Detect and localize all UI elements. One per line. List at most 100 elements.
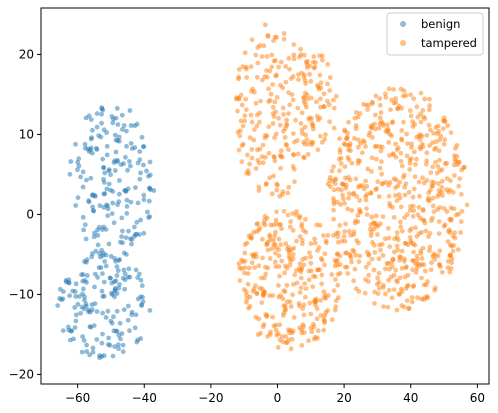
data-point-tampered — [291, 42, 296, 47]
data-point-tampered — [292, 315, 297, 320]
data-point-tampered — [453, 146, 458, 151]
data-point-tampered — [356, 241, 361, 246]
data-point-tampered — [276, 345, 281, 350]
data-point-tampered — [312, 325, 317, 330]
data-point-tampered — [437, 219, 442, 224]
data-point-tampered — [383, 95, 388, 100]
data-point-tampered — [290, 92, 295, 97]
data-point-benign — [117, 178, 122, 183]
data-point-tampered — [400, 249, 405, 254]
data-point-tampered — [330, 169, 335, 174]
data-point-tampered — [318, 73, 323, 78]
data-point-benign — [92, 285, 97, 290]
data-point-tampered — [257, 226, 262, 231]
data-point-tampered — [336, 240, 341, 245]
data-point-tampered — [347, 229, 352, 234]
data-point-tampered — [392, 287, 397, 292]
data-point-tampered — [314, 99, 319, 104]
data-point-tampered — [411, 195, 416, 200]
data-point-tampered — [302, 99, 307, 104]
data-point-tampered — [314, 297, 319, 302]
data-point-tampered — [259, 300, 264, 305]
data-point-tampered — [437, 158, 442, 163]
data-point-tampered — [299, 268, 304, 273]
x-tick-label: 60 — [470, 391, 485, 405]
data-point-tampered — [340, 181, 345, 186]
data-point-benign — [132, 123, 137, 128]
data-point-tampered — [425, 133, 430, 138]
data-point-benign — [120, 229, 125, 234]
data-point-tampered — [418, 137, 423, 142]
data-point-benign — [118, 321, 123, 326]
data-point-tampered — [261, 143, 266, 148]
data-point-tampered — [408, 208, 413, 213]
data-point-benign — [74, 319, 79, 324]
data-point-tampered — [331, 208, 336, 213]
points-layer — [55, 22, 469, 360]
data-point-tampered — [256, 317, 261, 322]
data-point-tampered — [390, 295, 395, 300]
data-point-benign — [124, 144, 129, 149]
data-point-tampered — [331, 217, 336, 222]
data-point-tampered — [426, 198, 431, 203]
data-point-tampered — [383, 292, 388, 297]
data-point-benign — [117, 192, 122, 197]
data-point-tampered — [409, 156, 414, 161]
data-point-tampered — [274, 209, 279, 214]
data-point-tampered — [282, 31, 287, 36]
data-point-tampered — [442, 137, 447, 142]
data-point-tampered — [460, 209, 465, 214]
data-point-tampered — [421, 208, 426, 213]
data-point-tampered — [255, 45, 260, 50]
data-point-benign — [115, 106, 120, 111]
data-point-tampered — [364, 103, 369, 108]
data-point-tampered — [403, 241, 408, 246]
data-point-tampered — [301, 263, 306, 268]
data-point-tampered — [269, 53, 274, 58]
data-point-benign — [102, 294, 107, 299]
data-point-benign — [146, 174, 151, 179]
data-point-tampered — [363, 291, 368, 296]
data-point-tampered — [379, 159, 384, 164]
data-point-benign — [100, 157, 105, 162]
data-point-tampered — [389, 275, 394, 280]
data-point-tampered — [326, 293, 331, 298]
data-point-tampered — [287, 56, 292, 61]
data-point-tampered — [244, 289, 249, 294]
data-point-tampered — [274, 188, 279, 193]
data-point-benign — [94, 337, 99, 342]
data-point-benign — [84, 178, 89, 183]
data-point-tampered — [273, 251, 278, 256]
data-point-tampered — [286, 147, 291, 152]
data-point-tampered — [378, 221, 383, 226]
data-point-tampered — [398, 220, 403, 225]
data-point-tampered — [395, 244, 400, 249]
data-point-benign — [88, 147, 93, 152]
data-point-benign — [87, 353, 92, 358]
data-point-tampered — [387, 86, 392, 91]
data-point-tampered — [356, 219, 361, 224]
data-point-tampered — [352, 136, 357, 141]
data-point-tampered — [428, 170, 433, 175]
data-point-benign — [116, 286, 121, 291]
data-point-benign — [81, 185, 86, 190]
data-point-benign — [115, 309, 120, 314]
data-point-benign — [95, 309, 100, 314]
data-point-tampered — [364, 206, 369, 211]
data-point-tampered — [308, 79, 313, 84]
data-point-tampered — [366, 273, 371, 278]
data-point-tampered — [273, 110, 278, 115]
data-point-tampered — [305, 93, 310, 98]
data-point-tampered — [262, 275, 267, 280]
data-point-tampered — [300, 322, 305, 327]
data-point-tampered — [318, 298, 323, 303]
data-point-tampered — [322, 137, 327, 142]
data-point-tampered — [258, 331, 263, 336]
data-point-tampered — [393, 142, 398, 147]
data-point-tampered — [242, 251, 247, 256]
data-point-benign — [106, 309, 111, 314]
data-point-tampered — [386, 226, 391, 231]
data-point-tampered — [312, 237, 317, 242]
data-point-tampered — [425, 296, 430, 301]
data-point-tampered — [308, 312, 313, 317]
